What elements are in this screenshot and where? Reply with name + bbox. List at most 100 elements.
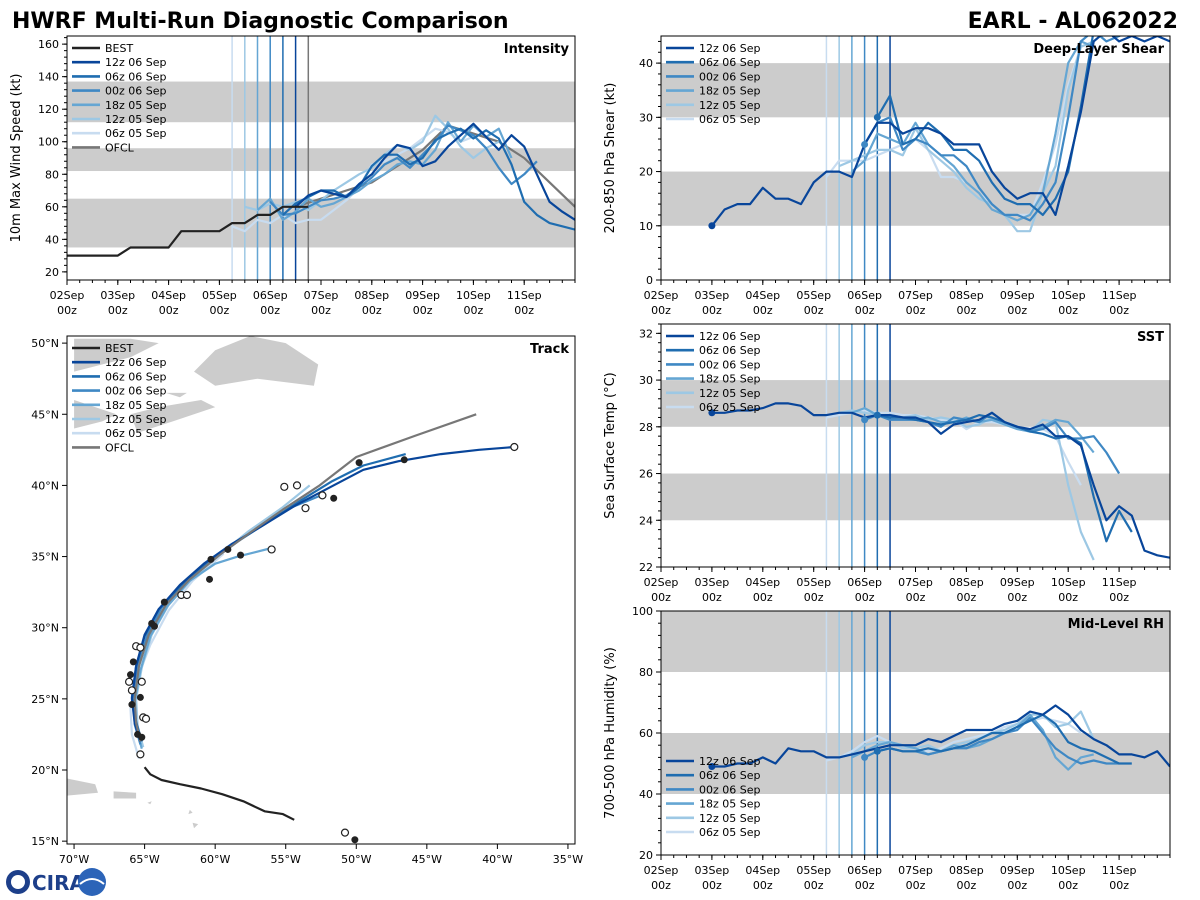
track-legend-label: 06z 05 Sep	[105, 427, 167, 440]
shear-x-tick-sublabel: 00z	[753, 304, 773, 317]
track-y-tick-label: 50°N	[31, 337, 59, 350]
sst-x-tick-label: 03Sep	[695, 576, 730, 589]
intensity-legend-label: 00z 06 Sep	[105, 85, 167, 98]
rh-y-tick-label: 40	[639, 788, 653, 801]
rh-x-tick-label: 06Sep	[847, 864, 882, 877]
shear-x-tick-label: 07Sep	[898, 289, 933, 302]
shear-legend-label: 06z 05 Sep	[699, 113, 761, 126]
track-marker-filled	[330, 494, 338, 502]
sst-x-tick-sublabel: 00z	[753, 591, 773, 604]
track-y-tick-label: 45°N	[31, 408, 59, 421]
rh-x-tick-label: 02Sep	[644, 864, 679, 877]
intensity-series-line	[269, 124, 538, 216]
intensity-x-tick-label: 02Sep	[50, 289, 85, 302]
track-x-tick-label: 35°W	[553, 853, 583, 866]
land-mass	[67, 778, 98, 796]
sst-title: SST	[1137, 330, 1164, 345]
rh-series-line	[851, 713, 1094, 771]
intensity-y-tick-label: 20	[45, 266, 59, 279]
intensity-y-tick-label: 140	[38, 71, 59, 84]
track-x-tick-label: 50°W	[341, 853, 371, 866]
intensity-band	[67, 81, 575, 123]
logo-globe-icon	[78, 868, 106, 896]
land-mass	[74, 400, 117, 429]
land-mass	[165, 392, 187, 398]
sst-x-tick-sublabel: 00z	[702, 591, 722, 604]
shear-x-axis: 02Sep 00z 03Sep 00z 04Sep 00z 05Sep 00z 06Sep 00z…	[644, 280, 1171, 317]
intensity-x-tick-label: 06Sep	[253, 289, 288, 302]
track-marker-filled	[355, 459, 363, 467]
logo-inner-icon	[11, 875, 25, 889]
rh-x-tick-label: 07Sep	[898, 864, 933, 877]
intensity-legend-label: 06z 05 Sep	[105, 127, 167, 140]
track-marker-filled	[351, 836, 359, 844]
track-x-tick-label: 65°W	[129, 853, 159, 866]
track-series-line	[133, 546, 272, 749]
rh-series-line	[711, 704, 1170, 768]
track-marker-filled	[207, 555, 215, 563]
rh-y-tick-label: 80	[639, 666, 653, 679]
shear-legend-label: 12z 05 Sep	[699, 99, 761, 112]
intensity-x-tick-sublabel: 00z	[159, 304, 179, 317]
sst-legend-label: 06z 05 Sep	[699, 401, 761, 414]
sst-x-tick-sublabel: 00z	[1109, 591, 1129, 604]
intensity-x-tick-sublabel: 00z	[413, 304, 433, 317]
intensity-x-tick-sublabel: 00z	[514, 304, 534, 317]
intensity-series-line	[295, 124, 575, 208]
intensity-plot-area	[67, 36, 575, 280]
shear-series-line	[876, 36, 1161, 216]
figure-title: HWRF Multi-Run Diagnostic Comparison	[12, 9, 509, 34]
rh-x-tick-sublabel: 00z	[957, 879, 977, 892]
rh-init-marker	[861, 753, 869, 761]
track-marker-open	[292, 481, 302, 490]
track-legend-label: 12z 06 Sep	[105, 356, 167, 369]
land-mass	[192, 822, 199, 829]
intensity-y-tick-label: 160	[38, 38, 59, 51]
sst-x-tick-label: 08Sep	[949, 576, 984, 589]
rh-x-tick-sublabel: 00z	[702, 879, 722, 892]
track-panel: 15°N 20°N 25°N 30°N 35°N 40°N 45°N 50°N 70°W 65°W…	[31, 335, 583, 866]
track-y-tick-label: 15°N	[31, 835, 59, 848]
track-marker-open	[280, 482, 289, 491]
track-legend-label: 00z 06 Sep	[105, 385, 167, 398]
shear-x-tick-label: 05Sep	[796, 289, 831, 302]
sst-x-tick-label: 05Sep	[796, 576, 831, 589]
panels: 2040608010012014016002Sep00z03Sep00z04Se…	[9, 35, 1171, 892]
intensity-legend-label: OFCL	[105, 141, 135, 154]
rh-x-tick-label: 04Sep	[745, 864, 780, 877]
sst-series-line	[711, 402, 1170, 559]
shear-y-tick-label: 10	[639, 220, 653, 233]
shear-x-tick-label: 10Sep	[1051, 289, 1086, 302]
sst-y-tick-label: 30	[639, 374, 653, 387]
intensity-title: Intensity	[504, 42, 570, 57]
shear-x-tick-sublabel: 00z	[702, 304, 722, 317]
intensity-x-tick-sublabel: 00z	[210, 304, 230, 317]
track-marker-open	[301, 504, 310, 513]
track-marker-open	[141, 714, 151, 723]
intensity-x-tick-sublabel: 00z	[260, 304, 280, 317]
track-marker-filled	[160, 598, 168, 606]
sst-y-tick-label: 32	[639, 327, 653, 340]
intensity-x-tick-label: 04Sep	[151, 289, 186, 302]
sst-x-tick-label: 06Sep	[847, 576, 882, 589]
rh-x-axis: 02Sep 00z 03Sep 00z 04Sep 00z 05Sep 00z 06Sep 00z…	[644, 855, 1171, 892]
shear-init-marker	[873, 113, 881, 121]
shear-x-tick-sublabel: 00z	[651, 304, 671, 317]
track-y-tick-label: 25°N	[31, 693, 59, 706]
track-y-tick-label: 30°N	[31, 622, 59, 635]
shear-series-line	[863, 36, 1120, 222]
intensity-y-axis: 20 40 60 80 100 120 140 160	[38, 37, 67, 279]
rh-legend-label: 12z 06 Sep	[699, 755, 761, 768]
rh-legend-label: 06z 05 Sep	[699, 826, 761, 839]
sst-init-marker	[873, 411, 881, 419]
intensity-series-line	[294, 122, 575, 221]
track-marker-open	[340, 828, 350, 837]
shear-x-tick-label: 06Sep	[847, 289, 882, 302]
intensity-x-tick-sublabel: 00z	[108, 304, 128, 317]
shear-series-line	[851, 40, 1095, 222]
shear-x-tick-sublabel: 00z	[906, 304, 926, 317]
intensity-x-tick-label: 08Sep	[354, 289, 389, 302]
shear-x-tick-sublabel: 00z	[1109, 304, 1129, 317]
